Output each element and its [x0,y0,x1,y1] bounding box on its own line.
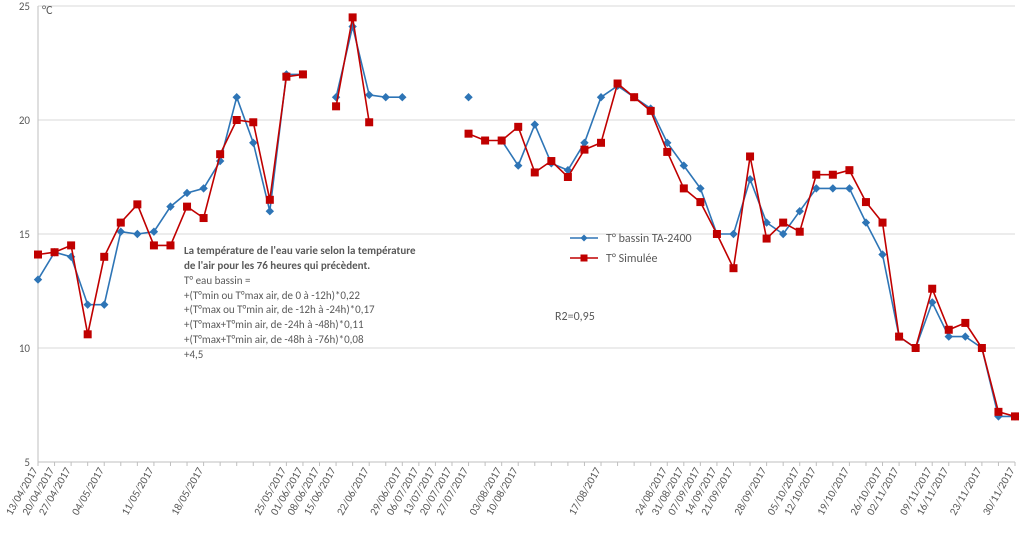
svg-text:04/05/2017: 04/05/2017 [69,465,107,518]
formula-annotation: La température de l'eau varie selon la t… [184,244,416,363]
svg-text:23/11/2017: 23/11/2017 [947,465,985,518]
svg-text:10: 10 [19,342,31,355]
svg-text:T° Simulée: T° Simulée [606,252,658,266]
svg-text:T° bassin TA-2400: T° bassin TA-2400 [606,232,692,246]
svg-text:19/10/2017: 19/10/2017 [814,465,852,518]
r2-label: R2=0,95 [555,310,595,324]
svg-text:20: 20 [19,114,31,127]
svg-text:11/05/2017: 11/05/2017 [119,465,157,518]
svg-text:°C: °C [42,4,53,18]
svg-text:28/09/2017: 28/09/2017 [731,465,769,518]
svg-text:30/11/2017: 30/11/2017 [980,465,1018,518]
svg-text:18/05/2017: 18/05/2017 [168,465,206,518]
svg-text:17/08/2017: 17/08/2017 [566,465,604,518]
svg-text:15: 15 [19,228,30,241]
svg-text:25: 25 [19,0,30,13]
svg-text:22/06/2017: 22/06/2017 [334,465,372,518]
temperature-chart: 510152025°C13/04/201720/04/201727/04/201… [0,0,1024,534]
